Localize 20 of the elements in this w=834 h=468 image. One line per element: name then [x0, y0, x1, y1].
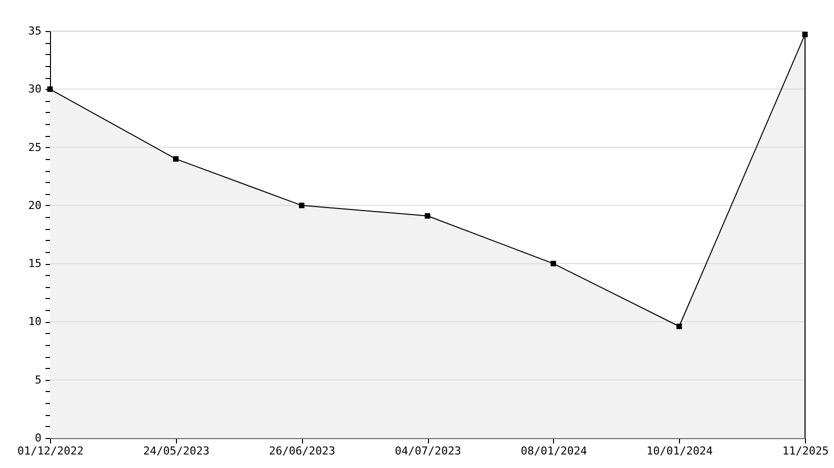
- point: [676, 324, 682, 330]
- x-tick-label: 01/12/2022: [17, 444, 84, 458]
- x-tick-label: 11/2025: [782, 444, 829, 458]
- x-tick-label: 04/07/2023: [394, 444, 462, 458]
- y-tick-label: 5: [34, 373, 42, 386]
- y-tick-label: 20: [28, 198, 42, 212]
- y-tick-label: 25: [28, 140, 42, 154]
- x-tick-label: 10/01/2024: [646, 444, 714, 458]
- x-tick-label: 08/01/2024: [520, 444, 588, 458]
- y-tick-label: 35: [28, 24, 42, 38]
- y-tick-label: 10: [28, 315, 42, 328]
- point: [424, 213, 430, 219]
- x-tick-label: 24/05/2023: [143, 444, 210, 458]
- point: [298, 202, 304, 208]
- x-tick-label: 26/06/2023: [269, 444, 336, 458]
- point: [550, 260, 556, 266]
- y-tick-label: 0: [34, 432, 42, 444]
- y-tick-label: 30: [28, 82, 42, 96]
- y-tick-label: 15: [28, 257, 42, 270]
- point: [173, 156, 179, 162]
